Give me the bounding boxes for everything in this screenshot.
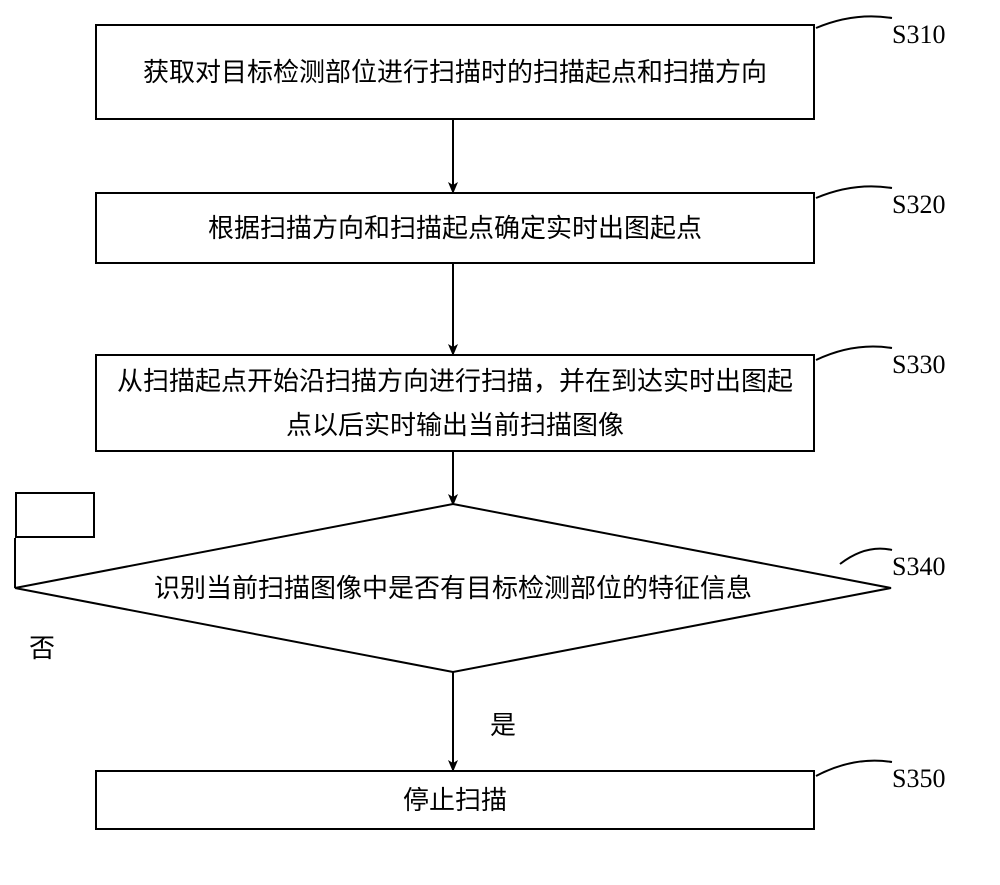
feedback-loop-box	[15, 492, 95, 538]
step-label-s330: S330	[892, 350, 945, 380]
step-box-s320: 根据扫描方向和扫描起点确定实时出图起点	[95, 192, 815, 264]
step-text: 根据扫描方向和扫描起点确定实时出图起点	[208, 206, 702, 250]
edge-label-no: 否	[29, 628, 55, 665]
step-box-s330: 从扫描起点开始沿扫描方向进行扫描，并在到达实时出图起点以后实时输出当前扫描图像	[95, 354, 815, 452]
step-text: 获取对目标检测部位进行扫描时的扫描起点和扫描方向	[143, 50, 767, 94]
step-text: 停止扫描	[403, 778, 507, 822]
decision-text: 识别当前扫描图像中是否有目标检测部位的特征信息	[15, 566, 891, 610]
step-text: 从扫描起点开始沿扫描方向进行扫描，并在到达实时出图起点以后实时输出当前扫描图像	[109, 359, 801, 447]
step-label-s310: S310	[892, 20, 945, 50]
step-box-s310: 获取对目标检测部位进行扫描时的扫描起点和扫描方向	[95, 24, 815, 120]
step-label-s350: S350	[892, 764, 945, 794]
step-label-s320: S320	[892, 190, 945, 220]
decision-diamond-s340: 识别当前扫描图像中是否有目标检测部位的特征信息	[15, 504, 891, 672]
step-label-s340: S340	[892, 552, 945, 582]
edge-label-yes: 是	[490, 705, 516, 742]
flowchart-canvas: 获取对目标检测部位进行扫描时的扫描起点和扫描方向 根据扫描方向和扫描起点确定实时…	[0, 0, 1000, 885]
step-box-s350: 停止扫描	[95, 770, 815, 830]
